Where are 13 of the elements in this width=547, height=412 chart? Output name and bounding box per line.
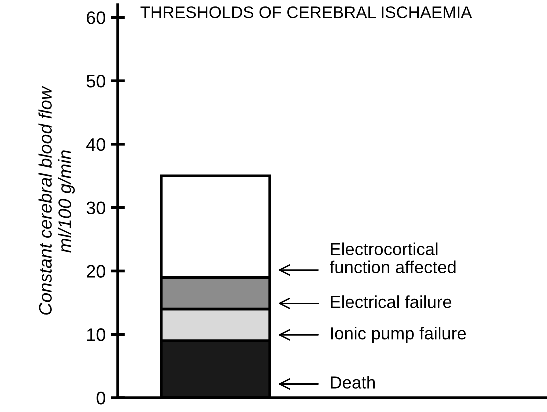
y-tick-label: 60	[87, 12, 106, 24]
y-tick-label: 40	[86, 138, 106, 152]
annotation: Ionic pump failure	[331, 327, 466, 344]
chart-title: THRESHOLDS OF CEREBRAL ISCHAEMIA	[140, 6, 472, 18]
y-tick-label: 0	[96, 392, 106, 405]
annotation: Electrical failure	[331, 296, 452, 308]
y-tick-label: 30	[86, 202, 106, 215]
annotation: Electrocortical function affected	[330, 242, 456, 274]
y-tick-label: 20	[87, 265, 106, 278]
y-tick-label: 50	[86, 75, 106, 88]
annotation: Death	[331, 376, 375, 389]
y-axis-title: Constant cerebral blood flow ml/100 g/min	[38, 86, 75, 315]
y-tick-label: 10	[87, 328, 106, 342]
